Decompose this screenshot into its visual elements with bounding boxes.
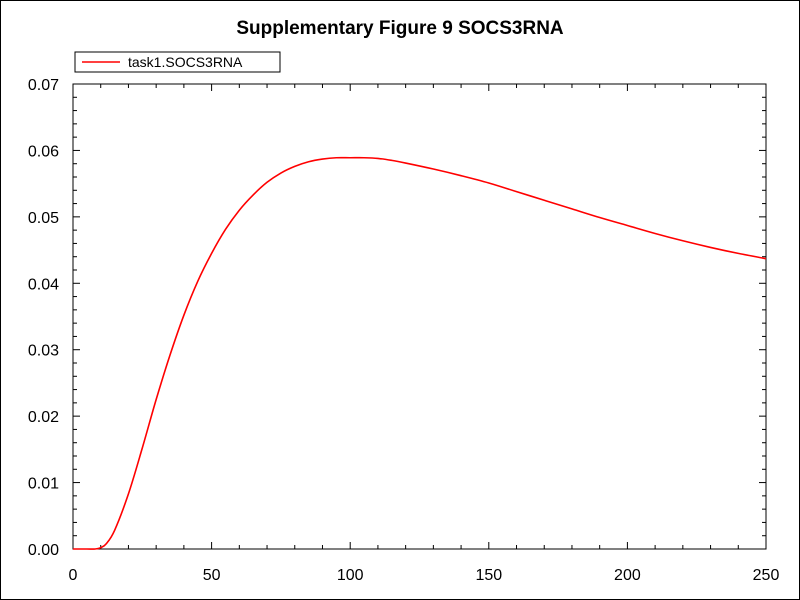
y-tick-label: 0.06 [28,143,59,160]
plot-border [72,83,767,550]
series-group [73,156,767,550]
chart-title: Supplementary Figure 9 SOCS3RNA [236,18,564,39]
x-tick-label: 50 [203,567,221,584]
x-tick-label: 250 [753,567,780,584]
x-axis-tick-labels: 0 50 100 150 200 250 [69,567,780,584]
series-line [73,156,767,550]
y-tick-label: 0.07 [28,77,59,94]
y-tick-label: 0.03 [28,343,59,360]
y-tick-label: 0.00 [28,542,59,559]
axis-ticks [72,83,767,550]
x-tick-label: 200 [614,567,641,584]
plot-area [72,83,767,550]
y-tick-label: 0.05 [28,210,59,227]
y-axis-tick-labels: 0.00 0.01 0.02 0.03 0.04 0.05 0.06 0.07 [28,77,59,559]
y-tick-label: 0.04 [28,276,59,293]
y-tick-label: 0.02 [28,409,59,426]
x-tick-label: 150 [475,567,502,584]
legend: task1.SOCS3RNA [74,51,281,73]
x-tick-label: 0 [69,567,78,584]
x-tick-label: 100 [337,567,364,584]
y-tick-label: 0.01 [28,476,59,493]
legend-box [74,51,281,73]
legend-label: task1.SOCS3RNA [128,54,243,70]
